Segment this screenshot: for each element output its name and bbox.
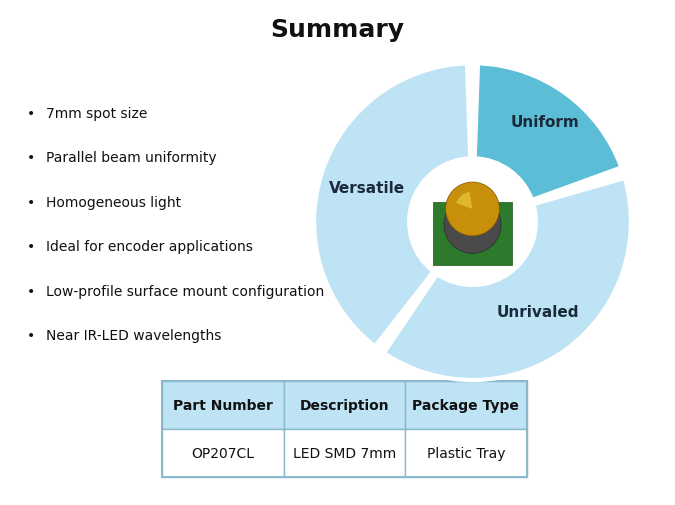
Text: Low-profile surface mount configuration: Low-profile surface mount configuration [46, 284, 324, 298]
Text: LED SMD 7mm: LED SMD 7mm [293, 446, 396, 460]
Wedge shape [384, 179, 631, 380]
Text: Description: Description [300, 398, 389, 412]
Text: 7mm spot size: 7mm spot size [46, 107, 147, 121]
FancyBboxPatch shape [162, 429, 284, 477]
Circle shape [412, 162, 533, 282]
Text: •: • [27, 240, 35, 254]
Text: Summary: Summary [271, 18, 404, 41]
Text: Package Type: Package Type [412, 398, 519, 412]
Text: Near IR-LED wavelengths: Near IR-LED wavelengths [46, 329, 221, 343]
Wedge shape [456, 192, 472, 210]
Wedge shape [314, 64, 470, 347]
Text: Ideal for encoder applications: Ideal for encoder applications [46, 240, 252, 254]
Text: •: • [27, 151, 35, 165]
Text: Part Number: Part Number [173, 398, 273, 412]
Text: Versatile: Versatile [329, 180, 405, 195]
FancyBboxPatch shape [284, 429, 405, 477]
Text: •: • [27, 284, 35, 298]
FancyBboxPatch shape [284, 381, 405, 429]
Text: Unrivaled: Unrivaled [496, 304, 579, 319]
Text: •: • [27, 107, 35, 121]
Text: Plastic Tray: Plastic Tray [427, 446, 505, 460]
FancyBboxPatch shape [162, 381, 284, 429]
Circle shape [444, 197, 501, 254]
Text: Parallel beam uniformity: Parallel beam uniformity [46, 151, 217, 165]
Text: OP207CL: OP207CL [191, 446, 254, 460]
FancyBboxPatch shape [405, 429, 526, 477]
Text: Uniform: Uniform [511, 115, 580, 130]
Wedge shape [475, 64, 622, 200]
Text: •: • [27, 195, 35, 210]
FancyBboxPatch shape [405, 381, 526, 429]
Polygon shape [433, 203, 512, 266]
Text: •: • [27, 329, 35, 343]
Circle shape [446, 183, 500, 236]
Circle shape [409, 159, 536, 285]
Text: Homogeneous light: Homogeneous light [46, 195, 181, 210]
